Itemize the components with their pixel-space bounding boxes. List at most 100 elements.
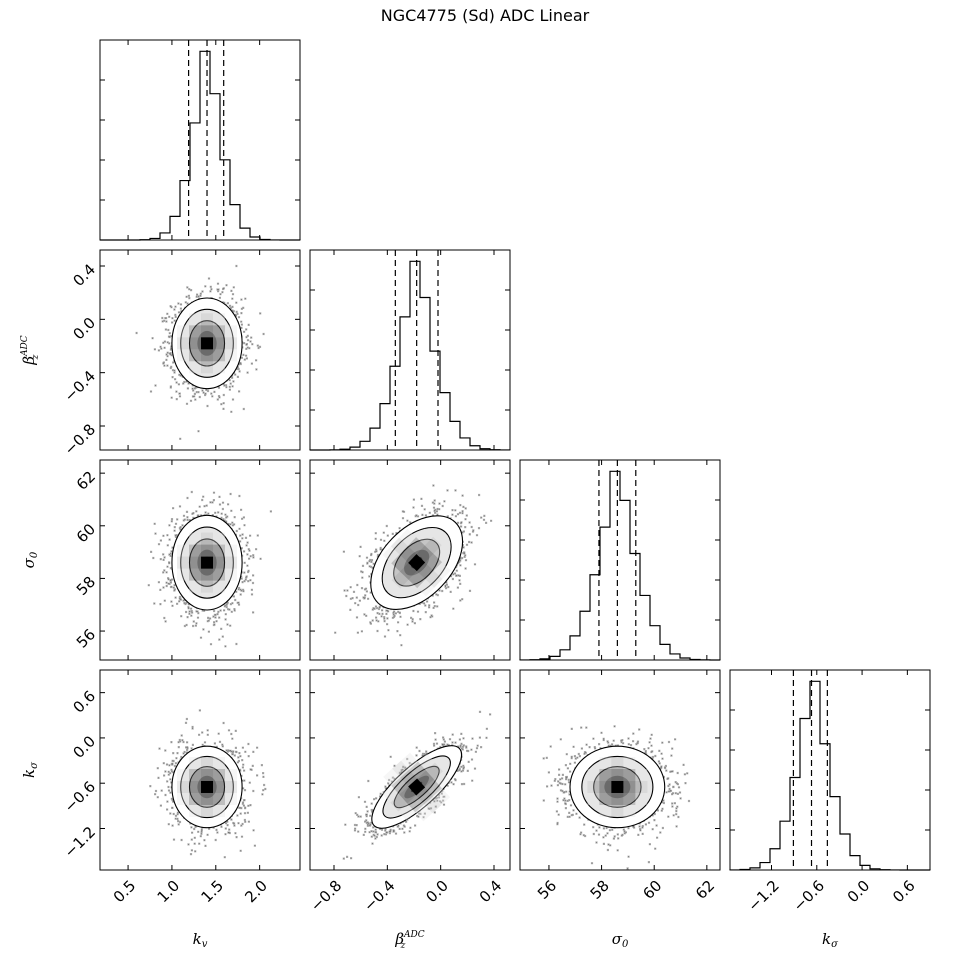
axes-0-0 — [99, 39, 301, 241]
density-cell-3-1-0-2 — [390, 794, 408, 812]
x-tick-label-3-2: 0.0 — [844, 877, 874, 907]
density-cell-2-1-2-3 — [416, 562, 434, 580]
y-tick-label-2-2: 60 — [73, 520, 99, 546]
density-cell-2-1-0-3 — [400, 579, 418, 597]
scatter-panel-1-0 — [135, 264, 265, 440]
density-cell-3-1-3-0 — [401, 752, 419, 770]
density-cell-3-2-2-0 — [611, 756, 624, 769]
axes-3-3 — [729, 669, 931, 871]
y-tick-label-2-0: 56 — [73, 625, 99, 651]
density-cell-1-0-0-3 — [177, 349, 190, 362]
density-cell-1-0-1-2 — [189, 337, 202, 350]
density-cell-1-0-3-1 — [213, 325, 226, 338]
density-cell-1-0-2-0 — [201, 313, 214, 326]
y-tick-label-3-1: −0.6 — [61, 778, 99, 816]
density-cell-1-0-1-0 — [189, 313, 202, 326]
density-cell-2-0-1-4 — [189, 580, 202, 593]
density-cell-2-1-2-4 — [425, 570, 443, 588]
density-cell-3-2-3-4 — [623, 804, 636, 817]
density-cell-2-0-4-1 — [225, 544, 238, 557]
density-cell-1-0-4-1 — [225, 325, 238, 338]
density-cell-2-1-3-4 — [433, 562, 451, 580]
density-cell-3-0-2-4 — [201, 804, 214, 817]
y-tick-label-3-2: 0.0 — [69, 732, 99, 762]
density-cell-1-0-1-4 — [189, 361, 202, 374]
scatter-panel-3-1 — [342, 710, 492, 860]
x-tick-label-1-3: 0.4 — [476, 877, 506, 907]
density-cell-3-1-4-1 — [418, 753, 435, 771]
density-cell-2-1-0-2 — [391, 571, 409, 589]
density-cell-3-1-3-4 — [433, 788, 451, 806]
density-peak-2-1 — [408, 554, 426, 572]
density-cell-1-0-0-1 — [177, 325, 190, 338]
density-cell-3-2-1-3 — [599, 792, 612, 805]
density-cell-3-2-4-1 — [635, 768, 648, 781]
density-cell-3-0-3-1 — [213, 768, 226, 781]
density-cell-2-1-3-1 — [407, 537, 425, 555]
density-cell-1-0-4-3 — [225, 349, 238, 362]
y-tick-label-2-1: 58 — [73, 573, 99, 599]
density-cell-2-0-2-1 — [201, 544, 214, 557]
axes-frame-1-1 — [309, 249, 511, 451]
density-cell-3-2-4-3 — [635, 792, 648, 805]
x-tick-label-2-2: 60 — [639, 877, 665, 903]
histogram-panel-1 — [309, 250, 511, 451]
axes-frame-3-1 — [309, 669, 511, 871]
density-cell-3-0-4-2 — [225, 780, 238, 793]
density-cell-3-2-1-1 — [599, 768, 612, 781]
x-tick-label-0-1: 1.0 — [154, 877, 184, 907]
histogram-steps-1 — [309, 260, 511, 451]
density-cell-3-2-3-0 — [623, 756, 636, 769]
density-cell-2-1-4-3 — [433, 545, 451, 563]
density-cell-1-0-3-0 — [213, 313, 226, 326]
density-cell-3-0-1-1 — [189, 768, 202, 781]
density-cell-3-1-3-3 — [425, 779, 443, 797]
axes-2-0 — [99, 459, 301, 661]
density-cell-2-0-1-1 — [189, 544, 202, 557]
density-cell-2-0-3-0 — [213, 532, 226, 545]
density-cell-2-0-0-1 — [177, 544, 190, 557]
axes-frame-3-0 — [99, 669, 301, 871]
x-tick-label-3-3: 0.6 — [889, 877, 919, 907]
density-cell-3-1-2-4 — [424, 796, 442, 814]
density-cell-2-1-2-1 — [399, 545, 417, 563]
density-cell-3-2-1-2 — [599, 780, 612, 793]
density-cell-3-0-2-1 — [201, 768, 214, 781]
density-cell-3-1-1-4 — [415, 804, 433, 822]
density-cell-2-0-2-0 — [201, 532, 214, 545]
density-cell-3-2-4-2 — [635, 780, 648, 793]
scatter-panel-2-1 — [334, 484, 493, 647]
density-cell-3-2-1-4 — [599, 804, 612, 817]
density-cell-2-0-3-2 — [213, 556, 226, 569]
density-cell-3-1-3-2 — [417, 770, 435, 788]
panels: 0.5 1.0 1.5 2.0 kv −0.8 −0.4 0.0 0.4 βADC z 56 58 60 6… — [20, 39, 931, 951]
density-cell-1-0-2-1 — [201, 325, 214, 338]
density-peak-2-0 — [201, 556, 214, 569]
density-cell-2-1-1-4 — [417, 579, 435, 597]
density-cell-3-2-3-2 — [623, 780, 636, 793]
density-cell-3-2-0-1 — [587, 768, 600, 781]
density-cell-3-0-1-2 — [189, 780, 202, 793]
axes-frame-2-2 — [519, 459, 721, 661]
density-cell-2-0-3-1 — [213, 544, 226, 557]
density-cell-1-0-2-4 — [201, 361, 214, 374]
density-cell-3-2-2-1 — [611, 768, 624, 781]
density-peak-3-1 — [408, 778, 426, 796]
density-peak-1-0 — [201, 337, 214, 350]
density-cell-2-0-0-2 — [177, 556, 190, 569]
density-cell-3-0-3-3 — [213, 792, 226, 805]
density-cell-3-1-1-0 — [383, 768, 401, 786]
y-axis-label-2: σ0 — [20, 551, 40, 568]
density-cell-3-1-1-3 — [407, 795, 425, 813]
density-cell-2-1-4-2 — [424, 536, 442, 554]
density-cell-3-2-1-0 — [599, 756, 612, 769]
density-cell-3-1-4-2 — [426, 762, 443, 780]
axes-1-1 — [309, 249, 511, 451]
density-cell-2-0-3-3 — [213, 568, 226, 581]
density-cell-3-0-1-0 — [189, 756, 202, 769]
density-cell-2-0-1-3 — [189, 568, 202, 581]
density-cell-3-1-2-0 — [392, 760, 410, 778]
density-cell-3-0-3-2 — [213, 780, 226, 793]
scatter-clip-2-1 — [334, 484, 493, 647]
